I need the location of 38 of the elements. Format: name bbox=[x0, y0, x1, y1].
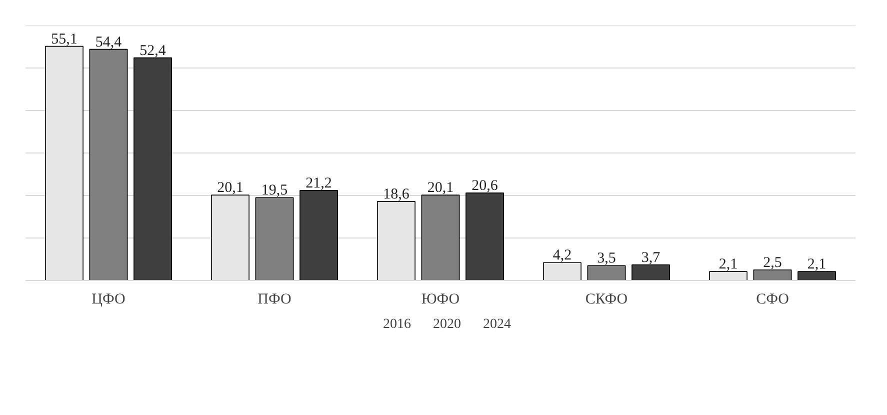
bar bbox=[211, 194, 250, 280]
data-label: 52,4 bbox=[140, 42, 166, 59]
data-label: 54,4 bbox=[95, 34, 122, 50]
data-label: 2,1 bbox=[718, 256, 738, 273]
bar bbox=[798, 271, 836, 280]
bar bbox=[632, 264, 670, 280]
text: 2020 bbox=[433, 317, 461, 333]
bar bbox=[753, 269, 792, 280]
text: 2024 bbox=[483, 317, 511, 333]
data-label: 20,6 bbox=[472, 178, 498, 194]
data-label: 20,1 bbox=[427, 180, 454, 196]
bar bbox=[89, 48, 128, 280]
data-label: 2,5 bbox=[763, 254, 782, 271]
data-label: 21,2 bbox=[306, 175, 332, 192]
bar bbox=[466, 192, 504, 280]
data-label: 20,1 bbox=[217, 180, 244, 196]
data-label: 4,2 bbox=[552, 248, 572, 264]
data-label: 55,1 bbox=[51, 31, 78, 48]
bar bbox=[421, 194, 460, 280]
bar bbox=[709, 271, 748, 280]
bar bbox=[587, 265, 626, 280]
bar bbox=[543, 262, 582, 280]
data-label: 3,7 bbox=[641, 250, 661, 266]
data-label: 3,5 bbox=[597, 250, 616, 267]
data-label: 2,1 bbox=[807, 256, 826, 273]
text: 2016 bbox=[383, 317, 411, 333]
x-tick-label: СКФО bbox=[585, 292, 628, 308]
x-tick-label: СФО bbox=[756, 292, 790, 308]
data-label: 18,6 bbox=[383, 186, 410, 202]
x-tick-label: ПФО bbox=[258, 292, 292, 308]
bar bbox=[300, 190, 338, 280]
x-tick-label: ЦФО bbox=[92, 292, 126, 308]
bar bbox=[134, 57, 172, 280]
x-tick-label: ЮФО bbox=[421, 292, 460, 308]
bar bbox=[377, 201, 416, 280]
bar bbox=[45, 46, 84, 280]
bar bbox=[255, 197, 294, 280]
data-label: 19,5 bbox=[261, 182, 288, 199]
